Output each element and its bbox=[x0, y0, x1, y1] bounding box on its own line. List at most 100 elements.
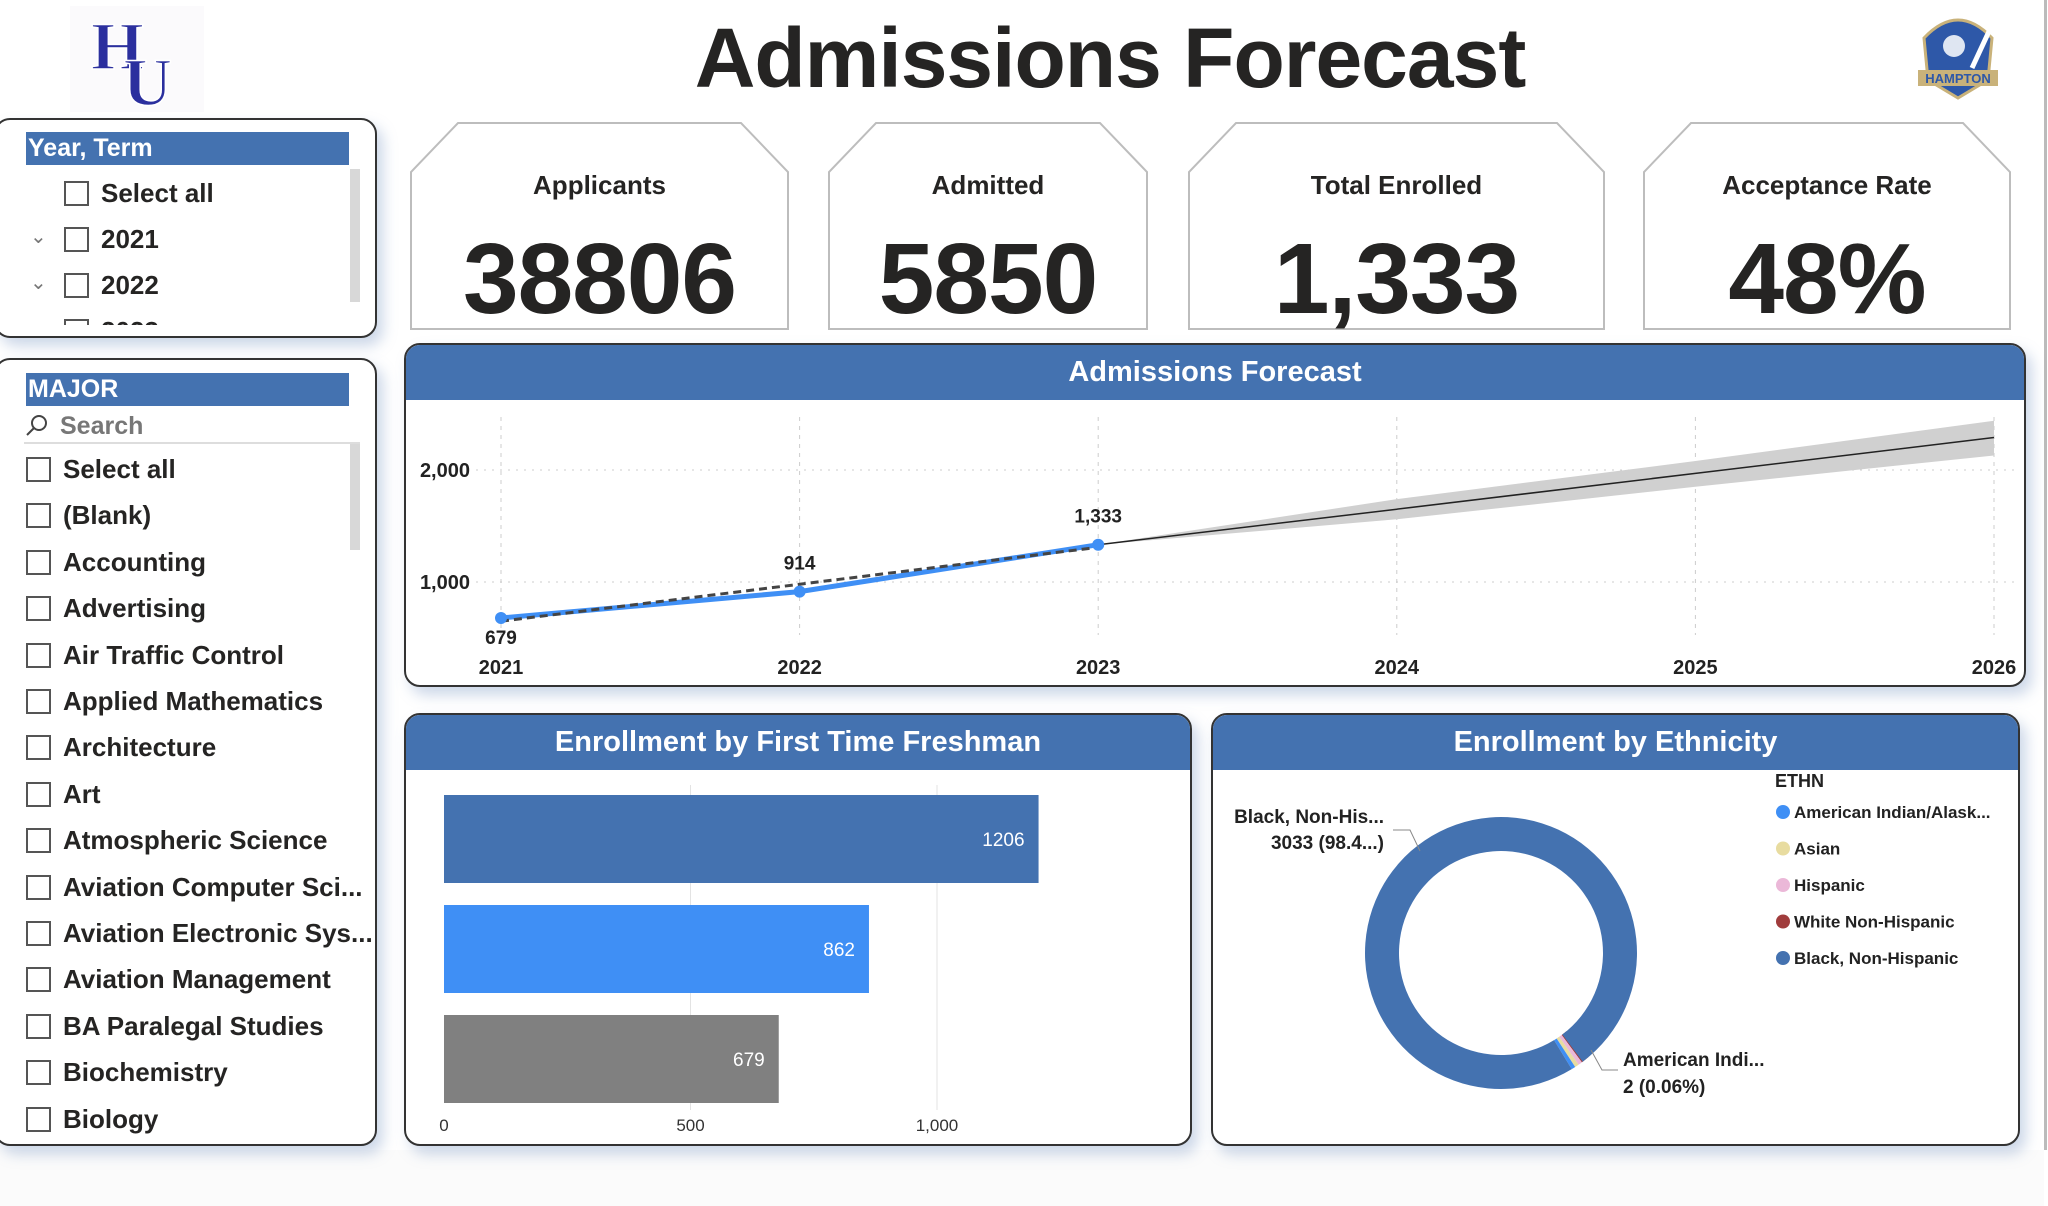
option-label: Select all bbox=[101, 178, 214, 208]
kpi-label: Applicants bbox=[533, 170, 666, 200]
legend-item: Black, Non-Hispanic bbox=[1794, 949, 1958, 968]
bar-plot: 0 500 1,000 1206 862 679 bbox=[439, 785, 1039, 1135]
checkbox[interactable] bbox=[26, 457, 51, 482]
option-label: BA Paralegal Studies bbox=[63, 1010, 324, 1041]
major-option[interactable]: Aviation Management bbox=[26, 964, 331, 995]
option-label: Biochemistry bbox=[63, 1057, 228, 1088]
checkbox[interactable] bbox=[26, 921, 51, 946]
option-label: Air Traffic Control bbox=[63, 639, 285, 670]
option-label: 2021 bbox=[101, 224, 159, 254]
legend-item: White Non-Hispanic bbox=[1794, 913, 1955, 932]
card-outline bbox=[1643, 122, 2011, 330]
checkbox[interactable] bbox=[64, 181, 89, 206]
page-title: Admissions Forecast bbox=[694, 11, 1527, 105]
x-tick-label: 2022 bbox=[777, 657, 822, 679]
checkbox[interactable] bbox=[64, 273, 89, 298]
data-point bbox=[793, 585, 806, 598]
bar-value-label: 679 bbox=[733, 1050, 765, 1071]
chevron-down-icon[interactable]: ⌄ bbox=[30, 226, 47, 248]
legend-item: Hispanic bbox=[1794, 876, 1865, 895]
checkbox[interactable] bbox=[26, 1060, 51, 1086]
kpi-label: Acceptance Rate bbox=[1722, 170, 1932, 200]
search-input[interactable]: Search bbox=[60, 411, 144, 440]
search-icon bbox=[26, 415, 47, 436]
major-option[interactable]: Select all bbox=[26, 454, 176, 485]
major-option[interactable]: Advertising bbox=[26, 593, 206, 624]
option-label: Atmospheric Science bbox=[63, 825, 328, 856]
major-option[interactable]: Air Traffic Control bbox=[26, 640, 284, 671]
year-option-2023[interactable]: 2023 bbox=[64, 316, 159, 325]
donut-slice bbox=[1554, 1038, 1576, 1070]
checkbox[interactable] bbox=[26, 596, 51, 622]
major-option[interactable]: Biochemistry bbox=[26, 1057, 228, 1088]
checkbox[interactable] bbox=[26, 735, 51, 761]
checkbox[interactable] bbox=[26, 874, 51, 900]
admissions-forecast-chart: Admissions Forecast 2021 2022 2023 2024 2025… bbox=[404, 343, 2026, 687]
slice-label-value: 2 (0.06%) bbox=[1623, 1077, 1705, 1098]
checkbox[interactable] bbox=[26, 642, 51, 668]
chart-title: Enrollment by First Time Freshman bbox=[406, 715, 1190, 770]
legend-marker bbox=[1776, 805, 1790, 819]
year-term-slicer-title: Year, Term bbox=[26, 132, 349, 165]
x-tick-label: 1,000 bbox=[916, 1116, 959, 1135]
checkbox[interactable] bbox=[26, 781, 51, 807]
hampton-pirates-logo: HAMPTON bbox=[1910, 8, 2006, 106]
x-tick-label: 2025 bbox=[1673, 657, 1718, 679]
major-option[interactable]: Art bbox=[26, 779, 101, 810]
data-point bbox=[1092, 538, 1105, 551]
legend-marker bbox=[1776, 914, 1790, 929]
legend-item: American Indian/Alask... bbox=[1794, 803, 1991, 822]
major-search[interactable]: Search bbox=[24, 410, 360, 444]
checkbox[interactable] bbox=[26, 1106, 51, 1132]
leader-line bbox=[1393, 829, 1421, 852]
major-option[interactable]: Biology bbox=[26, 1104, 158, 1135]
major-option[interactable]: Atmospheric Science bbox=[26, 825, 327, 856]
option-label: Biology bbox=[63, 1103, 159, 1134]
bar bbox=[444, 1015, 779, 1103]
checkbox[interactable] bbox=[26, 1013, 51, 1039]
major-option[interactable]: Aviation Computer Sci... bbox=[26, 872, 363, 903]
data-label: 914 bbox=[784, 554, 816, 575]
major-option[interactable]: Architecture bbox=[26, 732, 216, 763]
checkbox[interactable] bbox=[64, 227, 89, 252]
x-tick-label: 2024 bbox=[1375, 657, 1420, 679]
bar bbox=[444, 795, 1039, 883]
major-slicer-title: MAJOR bbox=[26, 373, 349, 406]
card-outline bbox=[410, 122, 789, 330]
major-option[interactable]: Applied Mathematics bbox=[26, 686, 323, 717]
checkbox[interactable] bbox=[26, 549, 51, 575]
option-label: Architecture bbox=[63, 732, 217, 763]
year-option-2022[interactable]: 2022 bbox=[64, 270, 159, 301]
major-option[interactable]: BA Paralegal Studies bbox=[26, 1011, 324, 1042]
option-label: (Blank) bbox=[63, 500, 152, 531]
year-slicer-scrollbar[interactable] bbox=[350, 169, 360, 302]
donut-plot: Black, Non-His... 3033 (98.4...) American … bbox=[1234, 771, 1991, 1098]
checkbox[interactable] bbox=[64, 319, 89, 325]
checkbox[interactable] bbox=[26, 689, 51, 714]
forecast-plot: 2021 2022 2023 2024 2025 2026 1,000 2,000 679 914… bbox=[420, 417, 2016, 679]
option-label: 2023 bbox=[101, 316, 159, 325]
major-option[interactable]: Accounting bbox=[26, 547, 206, 578]
kpi-card-admitted: Admitted 5850 bbox=[828, 122, 1148, 335]
major-option[interactable]: Aviation Electronic Sys... bbox=[26, 918, 373, 949]
data-point bbox=[495, 611, 507, 624]
year-list-clip: 2023 bbox=[30, 316, 350, 325]
year-option-2021[interactable]: 2021 bbox=[64, 224, 159, 255]
x-tick-label: 2021 bbox=[479, 657, 524, 679]
chevron-down-icon[interactable]: ⌄ bbox=[30, 272, 47, 294]
checkbox[interactable] bbox=[26, 967, 51, 993]
option-label: Art bbox=[63, 778, 101, 809]
data-label: 679 bbox=[485, 628, 517, 649]
checkbox[interactable] bbox=[26, 503, 51, 529]
legend-item: Asian bbox=[1794, 840, 1840, 859]
year-option-select-all[interactable]: Select all bbox=[64, 178, 214, 209]
checkbox[interactable] bbox=[26, 828, 51, 854]
kpi-value: 5850 bbox=[878, 223, 1098, 335]
major-slicer-scrollbar[interactable] bbox=[350, 444, 360, 550]
legend-marker bbox=[1776, 951, 1790, 965]
kpi-card-acceptance-rate: Acceptance Rate 48% bbox=[1643, 122, 2011, 335]
slice-label-value: 3033 (98.4...) bbox=[1271, 833, 1384, 854]
bar-value-label: 862 bbox=[823, 940, 855, 961]
major-option[interactable]: (Blank) bbox=[26, 500, 151, 531]
